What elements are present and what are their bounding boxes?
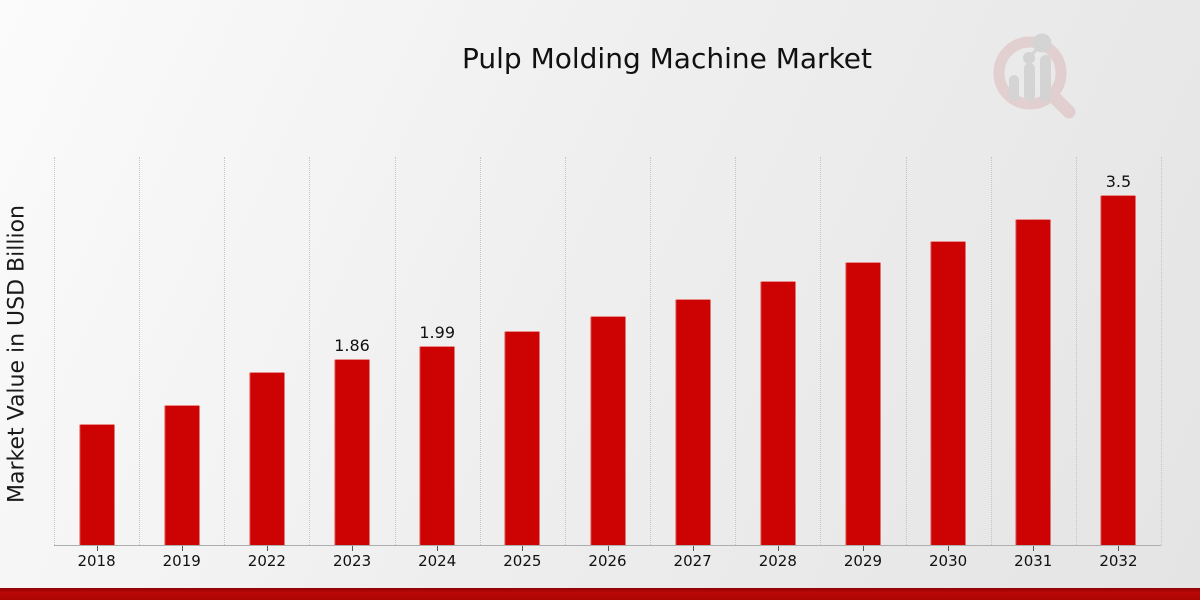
gridline — [1161, 157, 1162, 545]
x-axis-label: 2019 — [162, 552, 201, 570]
bar-value-label: 3.5 — [1105, 172, 1132, 191]
x-axis-tick — [96, 546, 98, 551]
bar-2018 — [79, 424, 115, 545]
x-axis-label: 2026 — [588, 552, 627, 570]
x-axis-label: 2025 — [503, 552, 542, 570]
x-axis-label: 2024 — [418, 552, 457, 570]
x-axis-tick — [1118, 546, 1120, 551]
x-axis-label: 2027 — [673, 552, 712, 570]
chart-title: Pulp Molding Machine Market — [462, 42, 872, 75]
x-axis-tick — [948, 546, 950, 551]
plot-area: 1.86 1.99 3.5 — [54, 155, 1162, 546]
x-axis: 2018 2019 2022 2023 2024 2025 2026 2027 2028 2029… — [54, 546, 1161, 578]
bar-2032 — [1100, 195, 1136, 545]
gridline — [564, 157, 566, 545]
x-axis-label: 2029 — [843, 552, 883, 570]
x-axis-label: 2023 — [332, 552, 372, 570]
bar-2030 — [930, 241, 966, 545]
bar-2025 — [504, 331, 540, 545]
bar-2031 — [1015, 219, 1051, 545]
bar-value-label: 1.99 — [419, 323, 455, 342]
bar-2026 — [590, 316, 625, 545]
y-axis-label: Market Value in USD Billion — [4, 204, 30, 504]
x-axis-label: 2018 — [77, 552, 116, 570]
x-axis-label: 2022 — [247, 552, 286, 570]
bar-2024 — [419, 346, 455, 545]
bar-value-label: 1.86 — [334, 336, 370, 355]
x-axis-tick — [437, 546, 439, 551]
x-axis-tick — [1033, 546, 1035, 551]
gridline — [735, 157, 737, 545]
x-axis-tick — [352, 546, 354, 551]
gridline — [1075, 157, 1077, 545]
x-axis-tick — [607, 546, 609, 551]
x-axis-tick — [266, 546, 268, 551]
footer-stripe — [0, 588, 1200, 600]
x-axis-tick — [181, 546, 183, 551]
bar-2023 — [334, 359, 370, 545]
x-axis-label: 2031 — [1014, 552, 1053, 570]
x-axis-label: 2028 — [758, 552, 797, 570]
bar-2029 — [845, 262, 881, 545]
gridline — [479, 157, 481, 545]
x-axis-tick — [692, 546, 694, 551]
gridline — [905, 157, 907, 545]
gridline — [54, 157, 55, 545]
bar-2022 — [249, 372, 285, 545]
x-axis-tick — [522, 546, 524, 551]
bar-2019 — [164, 405, 200, 545]
gridline — [990, 157, 992, 545]
x-axis-tick — [777, 546, 779, 551]
x-axis-tick — [862, 546, 864, 551]
x-axis-label: 2030 — [929, 552, 968, 570]
gridline — [309, 157, 311, 545]
bar-2028 — [760, 281, 796, 545]
x-axis-label: 2032 — [1099, 552, 1138, 570]
gridline — [650, 157, 652, 545]
gridline — [820, 157, 822, 545]
gridline — [139, 157, 141, 545]
gridline — [224, 157, 226, 545]
bar-2027 — [675, 299, 711, 545]
gridline — [394, 157, 396, 545]
magnifier-bar-chart-logo — [993, 33, 1076, 119]
